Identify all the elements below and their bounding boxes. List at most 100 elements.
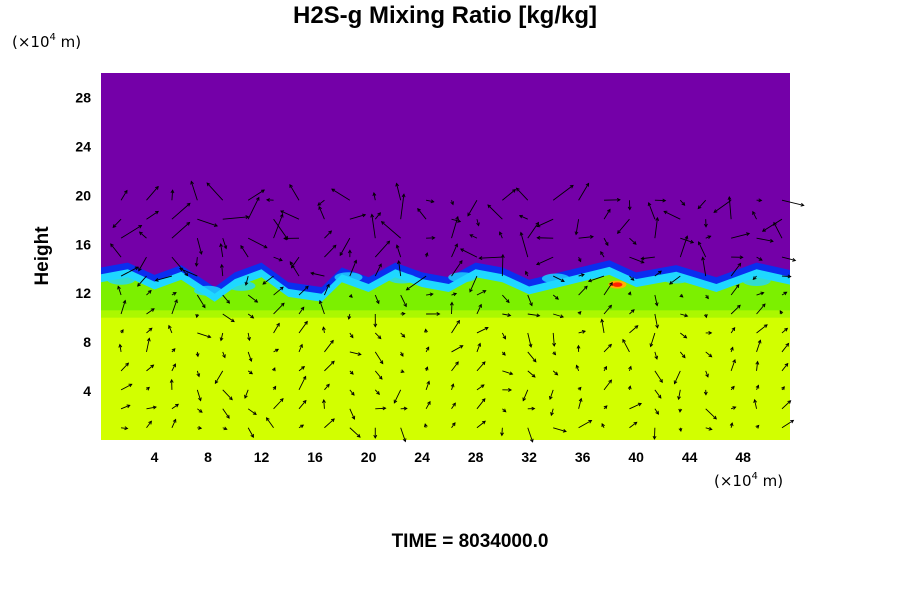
velocity-arrowhead xyxy=(657,270,662,275)
y-unit-rest: m) xyxy=(55,33,82,51)
velocity-vector xyxy=(603,282,613,296)
velocity-vector xyxy=(426,293,433,296)
velocity-vector xyxy=(730,263,741,277)
velocity-arrowhead xyxy=(150,364,155,369)
velocity-arrowhead xyxy=(459,345,464,349)
velocity-arrowhead xyxy=(155,185,159,190)
velocity-arrowhead xyxy=(456,319,460,324)
velocity-vector xyxy=(601,319,605,334)
velocity-vector xyxy=(318,206,325,220)
velocity-arrowhead xyxy=(555,295,559,300)
velocity-arrowhead xyxy=(787,400,792,404)
velocity-arrowhead xyxy=(652,435,657,440)
velocity-arrowhead xyxy=(328,230,333,235)
velocity-arrowhead xyxy=(356,433,361,438)
velocity-arrowhead xyxy=(531,373,536,378)
velocity-arrowhead xyxy=(219,243,223,248)
velocity-vector xyxy=(756,340,761,353)
front-eddy-3 xyxy=(334,272,363,283)
velocity-arrowhead xyxy=(375,300,380,305)
velocity-arrowhead xyxy=(732,358,736,364)
velocity-vector xyxy=(119,344,122,352)
velocity-vector xyxy=(197,332,211,338)
velocity-arrowhead xyxy=(755,360,760,365)
velocity-arrowhead xyxy=(190,180,194,185)
velocity-arrowhead xyxy=(529,302,533,307)
velocity-arrowhead xyxy=(784,362,789,367)
velocity-vector xyxy=(552,370,558,376)
velocity-arrowhead xyxy=(585,182,590,187)
velocity-arrowhead xyxy=(302,399,307,404)
velocity-arrowhead xyxy=(423,423,428,428)
velocity-arrowhead xyxy=(196,373,201,378)
velocity-arrowhead xyxy=(138,231,143,236)
velocity-arrowhead xyxy=(403,406,408,411)
velocity-arrowhead xyxy=(501,351,506,356)
velocity-arrowhead xyxy=(330,418,335,423)
velocity-vector xyxy=(324,340,334,353)
velocity-arrowhead xyxy=(126,404,131,409)
velocity-arrowhead xyxy=(279,213,284,218)
velocity-arrowhead xyxy=(430,199,435,204)
velocity-arrowhead xyxy=(757,339,762,344)
velocity-arrowhead xyxy=(349,370,354,375)
velocity-arrowhead xyxy=(578,397,583,402)
velocity-vector xyxy=(398,260,402,277)
velocity-vector xyxy=(536,218,554,227)
velocity-arrowhead xyxy=(265,417,270,422)
velocity-vector xyxy=(756,237,774,242)
velocity-arrowhead xyxy=(262,280,267,285)
velocity-vector xyxy=(400,427,406,442)
x-tick-label: 20 xyxy=(361,449,377,465)
velocity-arrowhead xyxy=(380,221,385,225)
velocity-vector xyxy=(731,233,750,239)
velocity-arrowhead xyxy=(607,208,611,213)
velocity-vector xyxy=(137,275,147,287)
velocity-arrowhead xyxy=(587,278,592,283)
velocity-arrowhead xyxy=(372,192,377,197)
velocity-arrowhead xyxy=(681,201,686,206)
velocity-arrowhead xyxy=(701,256,705,261)
velocity-vector xyxy=(120,404,130,410)
velocity-arrowhead xyxy=(654,355,659,360)
velocity-vector xyxy=(680,237,694,244)
y-tick-label: 20 xyxy=(75,187,91,203)
velocity-vector xyxy=(298,321,308,334)
velocity-vector xyxy=(222,389,233,400)
velocity-arrowhead xyxy=(628,365,632,370)
x-tick-label: 48 xyxy=(735,449,751,465)
velocity-vector xyxy=(578,398,582,409)
velocity-vector xyxy=(120,383,132,391)
velocity-vector xyxy=(578,420,592,429)
velocity-vector xyxy=(629,237,637,245)
velocity-vector xyxy=(298,366,305,372)
velocity-arrowhead xyxy=(279,398,284,402)
velocity-vector xyxy=(417,208,427,220)
velocity-arrowhead xyxy=(507,313,512,317)
velocity-arrowhead xyxy=(577,258,582,263)
velocity-vector xyxy=(400,194,405,220)
velocity-vector xyxy=(273,286,284,296)
velocity-vector xyxy=(549,389,554,400)
velocity-arrowhead xyxy=(481,398,486,403)
velocity-arrowhead xyxy=(145,386,150,391)
velocity-arrowhead xyxy=(784,327,789,332)
x-tick-label: 16 xyxy=(307,449,323,465)
velocity-vector xyxy=(349,427,361,438)
velocity-vector xyxy=(120,300,126,315)
velocity-vector xyxy=(698,241,707,258)
velocity-arrowhead xyxy=(755,424,760,429)
velocity-arrowhead xyxy=(476,222,480,227)
velocity-arrowhead xyxy=(708,353,713,358)
velocity-vector xyxy=(381,221,401,239)
velocity-arrowhead xyxy=(198,409,203,413)
velocity-arrowhead xyxy=(655,324,659,329)
velocity-arrowhead xyxy=(403,303,407,308)
velocity-vector xyxy=(371,214,376,239)
velocity-arrowhead xyxy=(431,235,436,240)
velocity-vector xyxy=(400,294,407,307)
y-tick-label: 4 xyxy=(83,383,91,399)
velocity-vector xyxy=(451,218,461,223)
velocity-vector xyxy=(603,305,612,315)
velocity-arrowhead xyxy=(322,399,326,404)
